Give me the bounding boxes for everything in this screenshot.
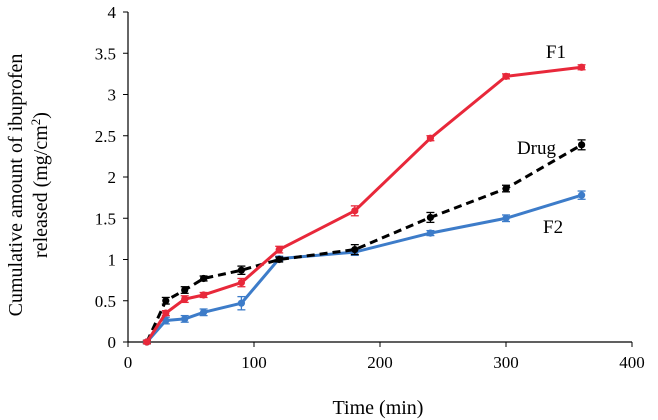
series-label-drug: Drug — [517, 138, 557, 159]
x-tick-label: 300 — [493, 353, 519, 372]
data-point — [502, 184, 510, 193]
series-drug — [142, 139, 586, 346]
data-point — [275, 246, 283, 254]
y-tick-label: 4 — [108, 3, 117, 22]
x-tick-label: 100 — [241, 353, 267, 372]
y-axis-title-close: ) — [30, 112, 52, 119]
data-point — [578, 191, 586, 199]
x-tick-label: 0 — [124, 353, 133, 372]
y-tick-label: 2.5 — [95, 127, 116, 146]
data-point — [578, 141, 586, 149]
y-tick-label: 0 — [108, 333, 117, 352]
data-point — [578, 63, 586, 71]
data-point — [237, 299, 245, 307]
data-point — [181, 286, 189, 294]
y-tick-label: 3 — [108, 86, 117, 105]
y-tick-label: 3.5 — [95, 44, 116, 63]
series-f2 — [142, 190, 586, 346]
y-axis-title-superscript: 2 — [28, 119, 43, 126]
series-labels: F1 Drug F2 — [517, 42, 566, 238]
y-axis-title-line2: released (mg/cm2) — [28, 112, 52, 258]
data-point — [162, 316, 170, 325]
series-line-f2 — [145, 193, 583, 343]
data-point — [200, 274, 208, 283]
data-point — [275, 255, 283, 264]
data-point — [181, 295, 189, 303]
axes: 0 0.5 1 1.5 2 2.5 3 3.5 4 0 100 200 300 400 — [95, 3, 645, 372]
data-point — [200, 308, 208, 316]
data-point — [162, 309, 170, 317]
y-axis-title-line1: Cumulative amount of ibuprofen — [5, 54, 27, 317]
data-point — [502, 72, 510, 80]
data-point — [143, 338, 151, 346]
series-layer — [142, 63, 586, 346]
data-point — [200, 291, 208, 299]
data-point — [502, 214, 510, 222]
x-tick-label: 200 — [367, 353, 393, 372]
data-point — [351, 207, 359, 215]
y-tick-label: 1 — [108, 251, 117, 270]
x-tick-label: 400 — [619, 353, 645, 372]
series-line-f1 — [145, 65, 582, 343]
data-point — [426, 134, 434, 142]
y-axis-title-main: released (mg/cm — [30, 125, 52, 258]
y-tick-label: 1.5 — [95, 209, 116, 228]
y-tick-label: 2 — [108, 168, 117, 187]
data-point — [181, 315, 189, 323]
series-label-f1: F1 — [546, 42, 566, 63]
data-point — [351, 246, 359, 254]
series-line-drug — [145, 143, 583, 343]
y-tick-label: 0.5 — [95, 292, 116, 311]
data-point — [237, 279, 245, 287]
x-axis-title: Time (min) — [333, 397, 424, 419]
data-point — [426, 229, 434, 237]
series-f1 — [142, 63, 586, 346]
data-point — [237, 266, 245, 274]
series-label-f2: F2 — [543, 217, 563, 238]
data-point — [162, 297, 170, 305]
data-point — [426, 213, 434, 222]
